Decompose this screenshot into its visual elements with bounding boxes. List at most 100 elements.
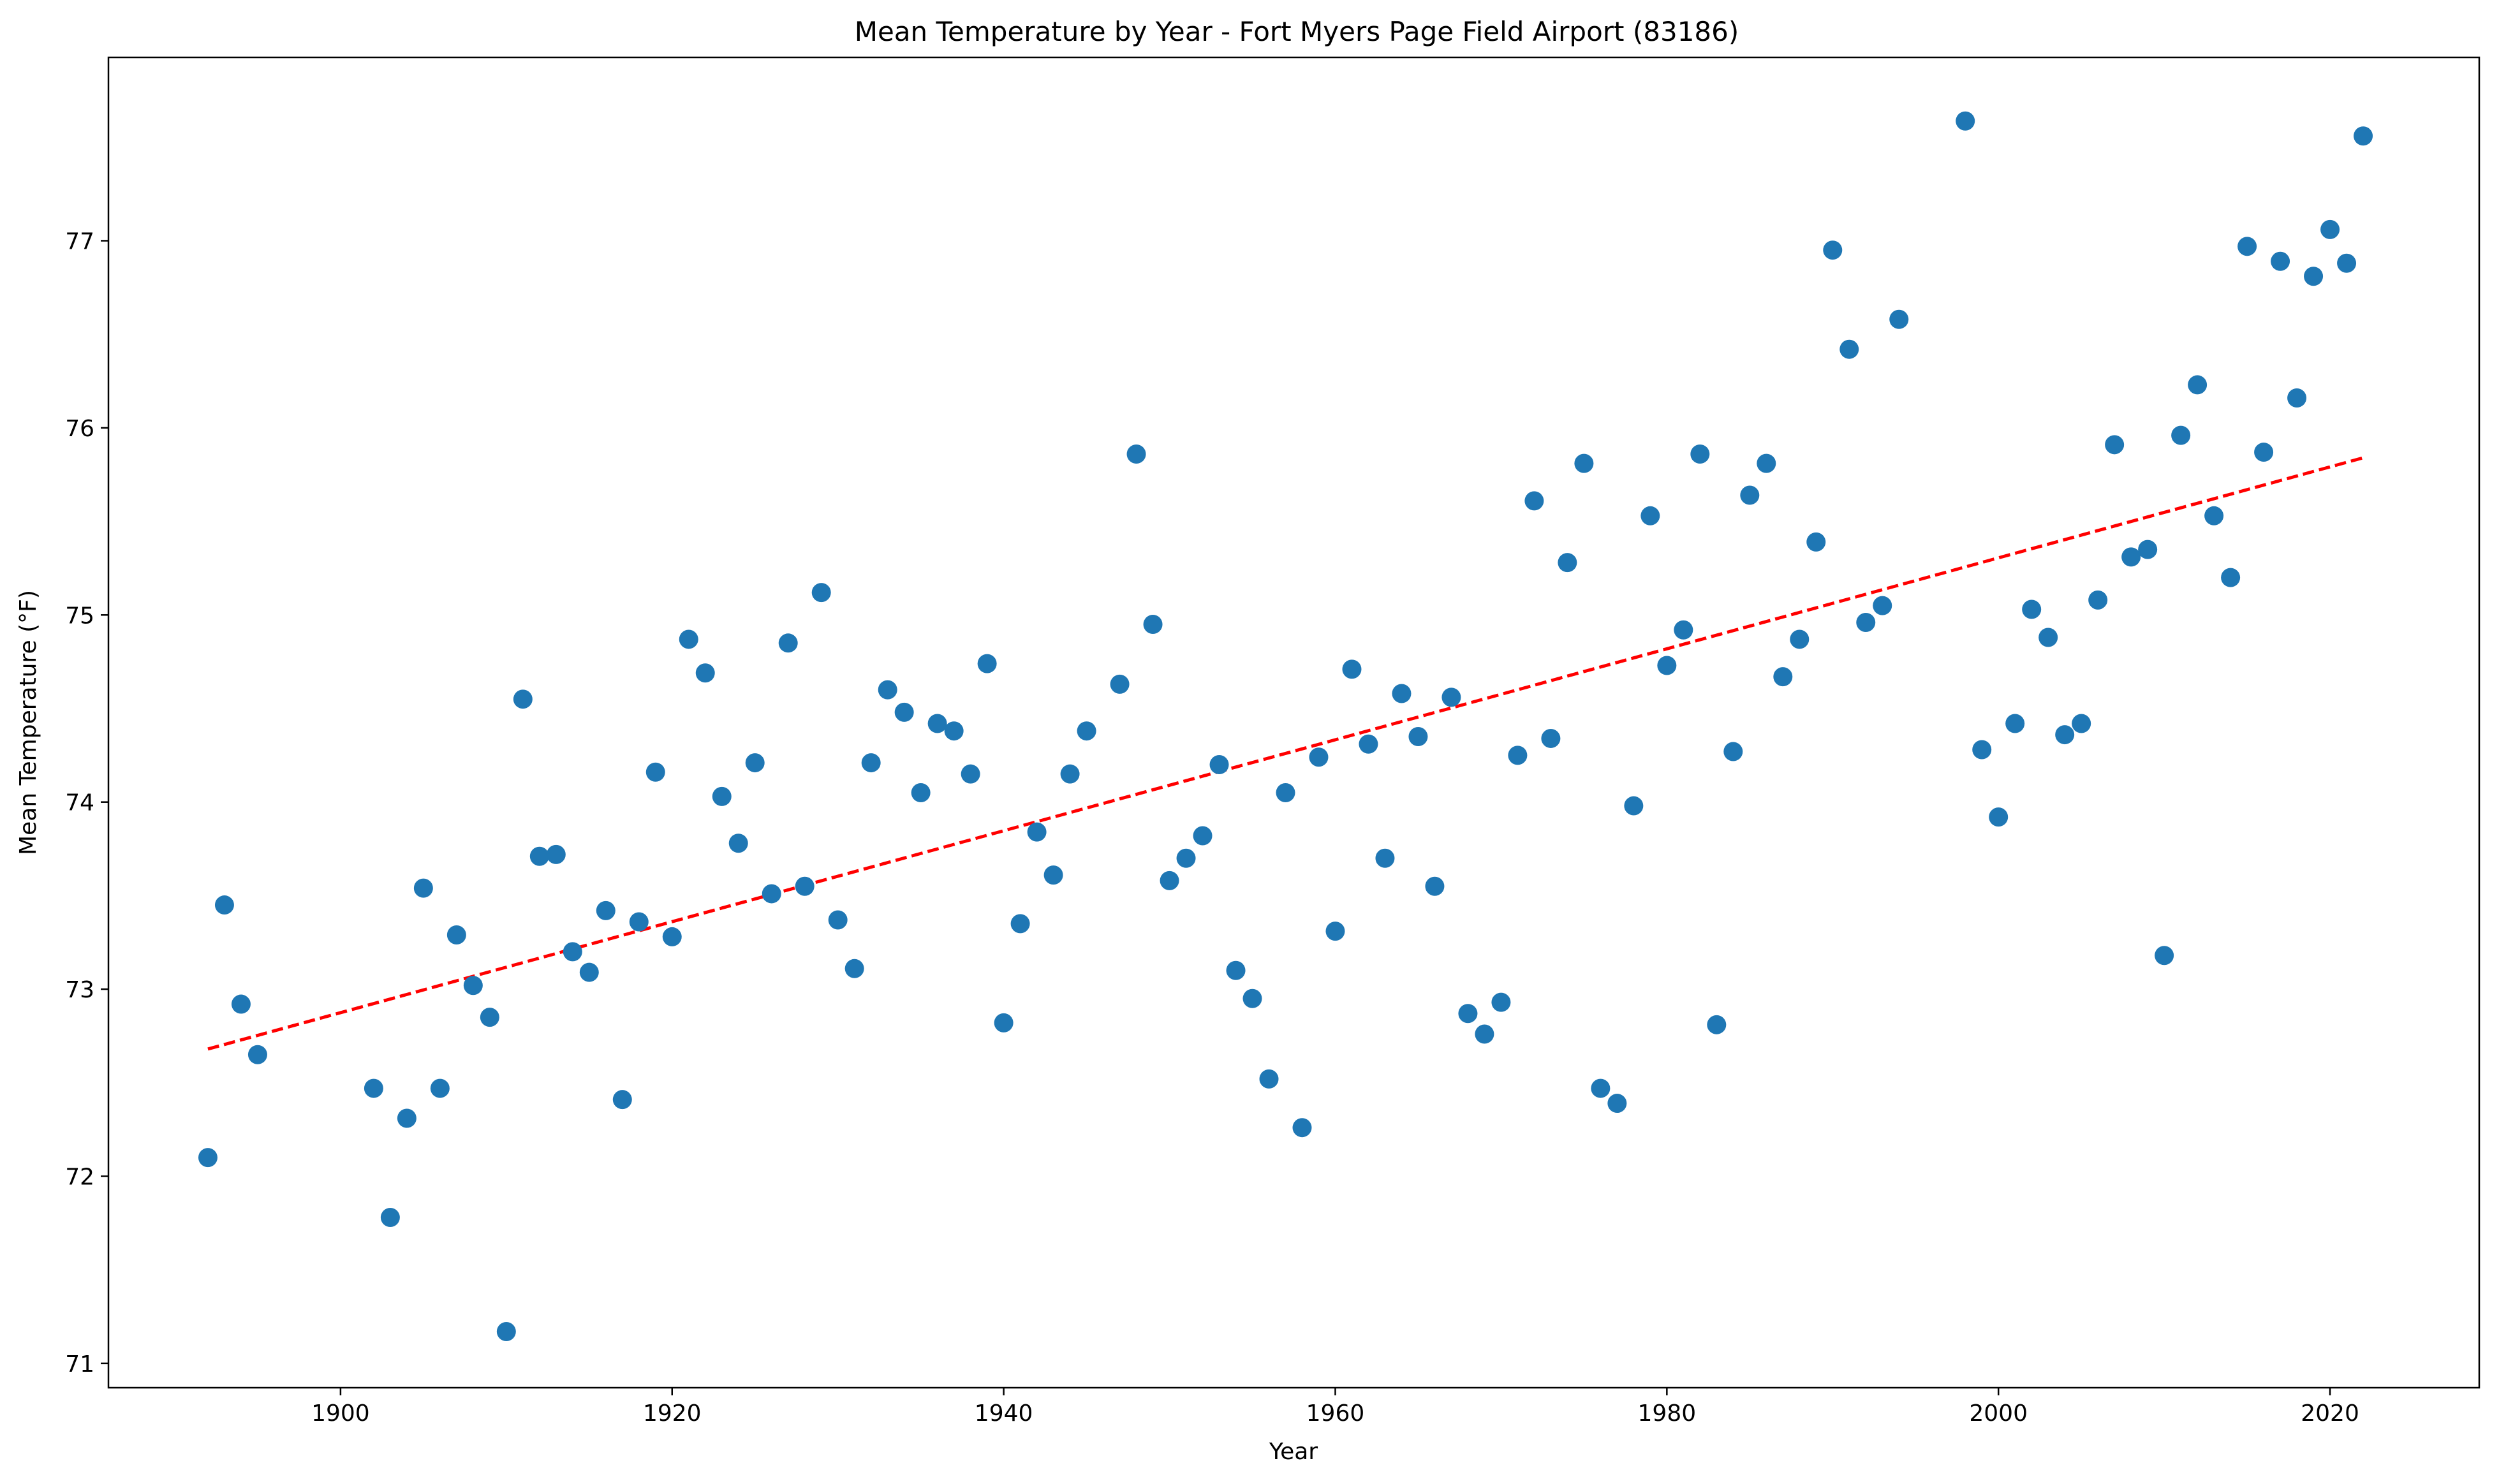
data-point xyxy=(1972,740,1992,760)
data-point xyxy=(1292,1118,1312,1138)
data-point xyxy=(496,1321,516,1341)
data-point xyxy=(1209,755,1229,775)
data-point xyxy=(679,629,698,649)
data-point xyxy=(2237,237,2257,256)
data-point xyxy=(1574,453,1594,473)
y-axis: 71 72 73 74 75 76 77 xyxy=(65,229,108,1377)
data-point xyxy=(712,786,732,806)
data-point xyxy=(1524,491,1544,511)
data-point xyxy=(1276,783,1295,803)
data-point xyxy=(413,878,433,898)
x-axis: 1900 1920 1940 1960 1980 2000 2020 xyxy=(311,1388,2359,1427)
data-point xyxy=(1607,1094,1627,1113)
data-point xyxy=(1723,742,1743,761)
data-points-layer xyxy=(198,111,2373,1341)
data-point xyxy=(745,753,765,773)
data-point xyxy=(2320,219,2340,239)
data-point xyxy=(1176,848,1196,868)
data-point xyxy=(2337,253,2357,273)
data-point xyxy=(878,680,897,700)
data-point xyxy=(480,1008,499,1027)
data-point xyxy=(1160,871,1179,890)
data-point xyxy=(513,689,533,709)
data-point xyxy=(844,959,864,978)
data-point xyxy=(231,994,251,1014)
data-point xyxy=(2088,590,2108,610)
data-point xyxy=(1873,596,1892,615)
data-point xyxy=(1392,684,1412,703)
data-point xyxy=(1441,687,1461,707)
data-point xyxy=(2022,599,2042,619)
data-point xyxy=(1342,659,1362,679)
data-point xyxy=(1690,444,1710,464)
data-point xyxy=(2188,375,2208,395)
data-point xyxy=(927,714,947,733)
data-point xyxy=(1956,111,1975,131)
data-point xyxy=(1856,613,1876,633)
data-point xyxy=(961,764,980,784)
data-point xyxy=(1591,1078,1611,1098)
y-tick-label: 71 xyxy=(65,1351,94,1377)
data-point xyxy=(994,1013,1014,1032)
data-point xyxy=(894,702,914,722)
data-point xyxy=(397,1108,416,1128)
y-tick-label: 73 xyxy=(65,977,94,1003)
data-point xyxy=(380,1208,400,1228)
data-point xyxy=(662,927,682,946)
data-point xyxy=(629,912,649,932)
data-point xyxy=(446,925,466,944)
data-point xyxy=(2171,425,2191,445)
data-point xyxy=(1657,656,1677,675)
data-point xyxy=(214,895,234,915)
data-point xyxy=(2254,443,2274,462)
data-point xyxy=(2138,540,2158,559)
data-point xyxy=(198,1148,217,1168)
data-point xyxy=(596,900,616,920)
data-point xyxy=(463,976,483,995)
y-axis-label: Mean Temperature (°F) xyxy=(15,590,41,855)
data-point xyxy=(1640,506,1660,525)
y-tick-label: 74 xyxy=(65,790,94,816)
data-point xyxy=(1043,865,1063,885)
data-point xyxy=(911,783,931,803)
data-point xyxy=(1408,727,1428,747)
data-point xyxy=(1375,848,1395,868)
data-point xyxy=(1740,485,1760,505)
data-point xyxy=(1110,674,1130,694)
data-point xyxy=(977,654,997,673)
data-point xyxy=(1558,553,1577,573)
y-tick-label: 76 xyxy=(65,416,94,442)
data-point xyxy=(1475,1024,1494,1044)
x-tick-label: 1980 xyxy=(1638,1400,1697,1427)
data-point xyxy=(1359,734,1378,754)
chart-title: Mean Temperature by Year - Fort Myers Pa… xyxy=(855,16,1739,47)
data-point xyxy=(2038,628,2058,647)
data-point xyxy=(811,583,831,603)
data-point xyxy=(1707,1015,1727,1034)
data-point xyxy=(1773,667,1793,687)
y-tick-label: 77 xyxy=(65,229,94,255)
data-point xyxy=(1060,764,1080,784)
data-point xyxy=(2287,388,2307,408)
data-point xyxy=(1839,339,1859,359)
data-point xyxy=(1077,721,1096,741)
data-point xyxy=(2221,568,2241,587)
data-point xyxy=(795,876,815,896)
data-point xyxy=(828,910,848,930)
data-point xyxy=(1226,960,1246,980)
data-point xyxy=(1823,240,1843,260)
data-point xyxy=(944,721,964,741)
data-point xyxy=(1806,532,1826,552)
data-point xyxy=(1425,876,1445,896)
data-point xyxy=(1989,807,2009,827)
y-tick-label: 75 xyxy=(65,603,94,629)
x-tick-label: 1940 xyxy=(975,1400,1033,1427)
data-point xyxy=(546,844,566,864)
data-point xyxy=(2121,547,2141,567)
data-point xyxy=(645,762,665,782)
data-point xyxy=(1242,988,1262,1008)
data-point xyxy=(2055,725,2075,745)
data-point xyxy=(2354,126,2373,146)
